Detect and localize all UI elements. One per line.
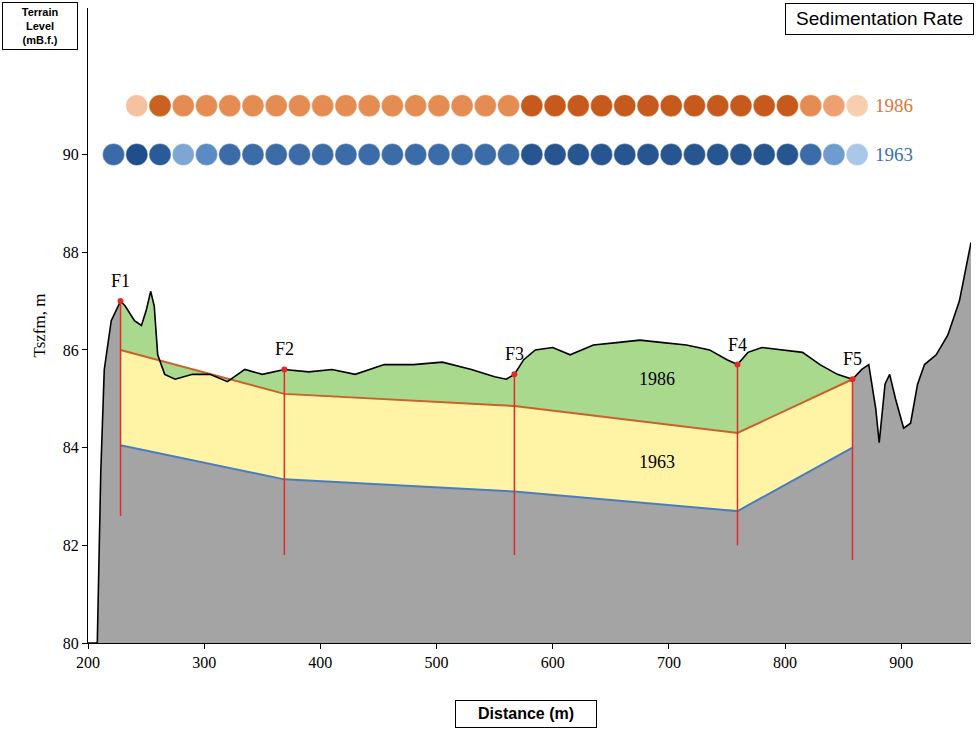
svg-text:1986: 1986 (639, 369, 675, 389)
svg-text:F1: F1 (111, 271, 130, 291)
svg-text:82: 82 (63, 537, 79, 554)
html-text:Distance (m): Distance (m) (478, 705, 574, 722)
html-text:Level: Level (25, 20, 55, 32)
svg-text:88: 88 (63, 244, 79, 261)
svg-text:80: 80 (63, 635, 79, 652)
svg-text:500: 500 (425, 654, 449, 671)
svg-text:700: 700 (657, 654, 681, 671)
svg-text:400: 400 (308, 654, 332, 671)
svg-text:1963: 1963 (875, 144, 913, 165)
svg-text:F4: F4 (728, 335, 747, 355)
svg-text:F3: F3 (505, 344, 524, 364)
html-text:Sedimentation Rate: Sedimentation Rate (796, 8, 963, 29)
svg-text:F5: F5 (843, 349, 862, 369)
svg-text:F2: F2 (275, 339, 294, 359)
html-text:(mB.f.): (mB.f.) (22, 34, 58, 46)
svg-text:84: 84 (63, 439, 79, 456)
svg-text:86: 86 (63, 342, 79, 359)
svg-text:Tszfm, m: Tszfm, m (30, 294, 49, 358)
svg-text:1963: 1963 (639, 452, 675, 472)
svg-text:1986: 1986 (875, 95, 913, 116)
svg-text:300: 300 (192, 654, 216, 671)
html-text:Terrain: Terrain (21, 6, 59, 18)
svg-text:900: 900 (889, 654, 913, 671)
svg-text:600: 600 (541, 654, 565, 671)
svg-text:90: 90 (63, 146, 79, 163)
svg-text:800: 800 (773, 654, 797, 671)
svg-text:200: 200 (76, 654, 100, 671)
